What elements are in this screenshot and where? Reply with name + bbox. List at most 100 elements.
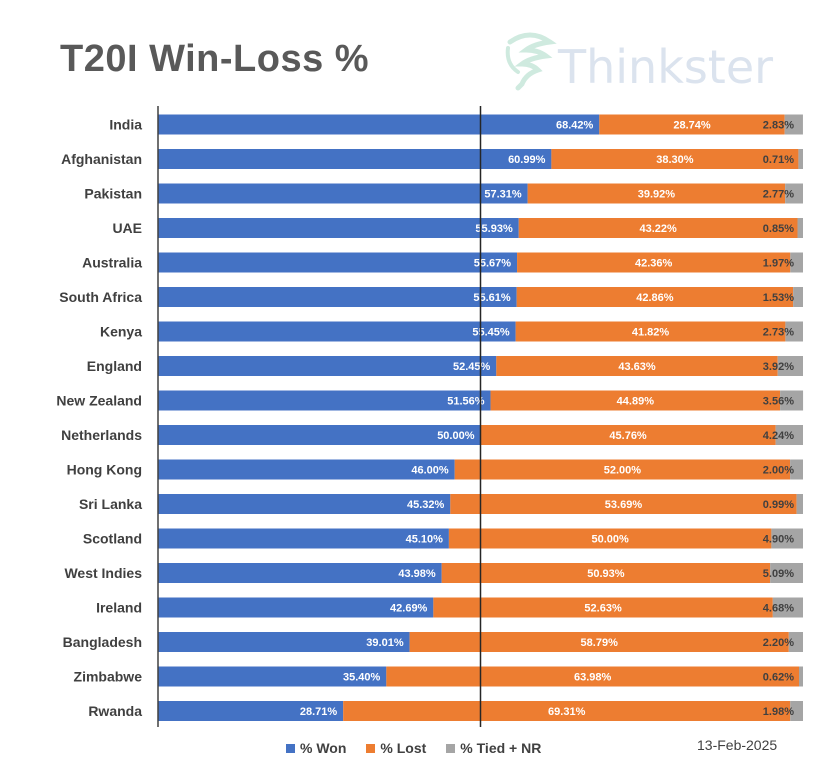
legend: % Won % Lost % Tied + NR bbox=[286, 740, 541, 756]
data-label-tied: 4.24% bbox=[763, 430, 794, 442]
data-label-tied: 1.97% bbox=[763, 258, 794, 270]
data-label-lost: 50.93% bbox=[587, 568, 625, 580]
data-label-won: 52.45% bbox=[453, 361, 491, 373]
bar-lost bbox=[518, 218, 798, 238]
bar-tied bbox=[775, 425, 803, 445]
thinkster-logo: Thinkster bbox=[500, 28, 810, 108]
data-label-lost: 41.82% bbox=[632, 327, 670, 339]
data-label-lost: 52.00% bbox=[604, 465, 642, 477]
data-label-won: 46.00% bbox=[411, 465, 449, 477]
bar-won bbox=[158, 494, 451, 514]
data-label-tied: 0.99% bbox=[763, 499, 794, 511]
data-label-tied: 0.71% bbox=[763, 154, 794, 166]
bar-tied bbox=[793, 287, 803, 307]
category-label: Ireland bbox=[96, 600, 142, 616]
data-label-lost: 43.63% bbox=[618, 361, 656, 373]
data-label-lost: 69.31% bbox=[548, 706, 586, 718]
category-label: Kenya bbox=[100, 324, 142, 340]
bar-won bbox=[158, 666, 387, 687]
data-label-won: 60.99% bbox=[508, 154, 546, 166]
category-label: South Africa bbox=[59, 289, 142, 305]
category-label: West Indies bbox=[64, 565, 142, 581]
bar-won bbox=[158, 356, 497, 376]
data-label-tied: 2.83% bbox=[763, 120, 794, 132]
data-label-tied: 2.00% bbox=[763, 465, 794, 477]
bar-tied bbox=[788, 632, 803, 652]
data-label-won: 55.45% bbox=[472, 327, 510, 339]
logo-text: Thinkster bbox=[558, 40, 774, 94]
category-label: Bangladesh bbox=[63, 634, 142, 650]
data-label-tied: 0.85% bbox=[763, 223, 794, 235]
data-label-tied: 2.73% bbox=[763, 327, 794, 339]
data-label-lost: 28.74% bbox=[673, 120, 711, 132]
bar-tied bbox=[796, 494, 803, 514]
data-label-lost: 53.69% bbox=[605, 499, 643, 511]
bar-lost bbox=[527, 183, 786, 204]
legend-item-won: % Won bbox=[286, 740, 346, 756]
data-label-lost: 43.22% bbox=[639, 223, 677, 235]
bar-won bbox=[158, 287, 517, 307]
bar-won bbox=[158, 563, 442, 583]
bar-won bbox=[158, 425, 481, 445]
bar-tied bbox=[777, 356, 803, 376]
bar-lost bbox=[441, 563, 771, 583]
bar-tied bbox=[798, 149, 803, 169]
bar-lost bbox=[516, 287, 794, 307]
bar-won bbox=[158, 218, 519, 238]
category-label: Netherlands bbox=[61, 427, 142, 443]
category-label: Australia bbox=[82, 255, 142, 271]
bar-tied bbox=[780, 390, 804, 411]
category-label: Hong Kong bbox=[67, 462, 142, 478]
legend-label-won: % Won bbox=[300, 740, 347, 756]
legend-label-lost: % Lost bbox=[380, 740, 427, 756]
bar-lost bbox=[409, 632, 789, 652]
data-label-tied: 0.62% bbox=[763, 672, 794, 684]
data-label-won: 35.40% bbox=[343, 672, 381, 684]
legend-label-tied: % Tied + NR bbox=[460, 740, 542, 756]
data-label-won: 51.56% bbox=[447, 396, 485, 408]
bar-won bbox=[158, 632, 410, 652]
data-label-lost: 58.79% bbox=[581, 637, 619, 649]
legend-swatch-won bbox=[286, 743, 295, 753]
bar-tied bbox=[785, 183, 803, 204]
data-label-tied: 1.98% bbox=[763, 706, 794, 718]
bar-won bbox=[158, 459, 455, 480]
legend-swatch-tied bbox=[446, 743, 456, 753]
data-label-lost: 42.86% bbox=[636, 292, 674, 304]
data-label-won: 43.98% bbox=[398, 568, 436, 580]
bar-tied bbox=[771, 528, 803, 549]
bar-lost bbox=[517, 252, 791, 273]
data-label-won: 68.42% bbox=[556, 120, 594, 132]
bar-tied bbox=[790, 459, 803, 480]
bar-lost bbox=[450, 494, 797, 514]
bar-tied bbox=[790, 252, 803, 273]
bar-won bbox=[158, 183, 528, 204]
data-label-lost: 44.89% bbox=[617, 396, 655, 408]
data-label-won: 55.61% bbox=[473, 292, 511, 304]
bar-lost bbox=[496, 356, 778, 376]
legend-item-tied: % Tied + NR bbox=[446, 740, 541, 756]
category-label: England bbox=[87, 358, 142, 374]
bar-lost bbox=[454, 459, 791, 480]
bar-lost bbox=[433, 597, 773, 618]
data-label-lost: 42.36% bbox=[635, 258, 673, 270]
chart-title: T20I Win-Loss % bbox=[60, 38, 370, 80]
data-label-won: 55.67% bbox=[474, 258, 512, 270]
data-label-tied: 2.77% bbox=[763, 189, 794, 201]
category-label: Rwanda bbox=[88, 703, 142, 719]
category-label: Afghanistan bbox=[61, 151, 142, 167]
bar-won bbox=[158, 114, 600, 135]
category-label: Zimbabwe bbox=[74, 669, 143, 685]
data-label-lost: 50.00% bbox=[591, 534, 629, 546]
category-label: Pakistan bbox=[84, 186, 142, 202]
data-label-lost: 38.30% bbox=[656, 154, 694, 166]
bar-won bbox=[158, 701, 344, 721]
data-label-won: 42.69% bbox=[390, 603, 428, 615]
category-label: UAE bbox=[112, 220, 142, 236]
bar-lost bbox=[551, 149, 799, 169]
data-label-won: 28.71% bbox=[300, 706, 338, 718]
bar-tied bbox=[770, 563, 803, 583]
data-label-lost: 63.98% bbox=[574, 672, 612, 684]
category-label: New Zealand bbox=[56, 393, 142, 409]
